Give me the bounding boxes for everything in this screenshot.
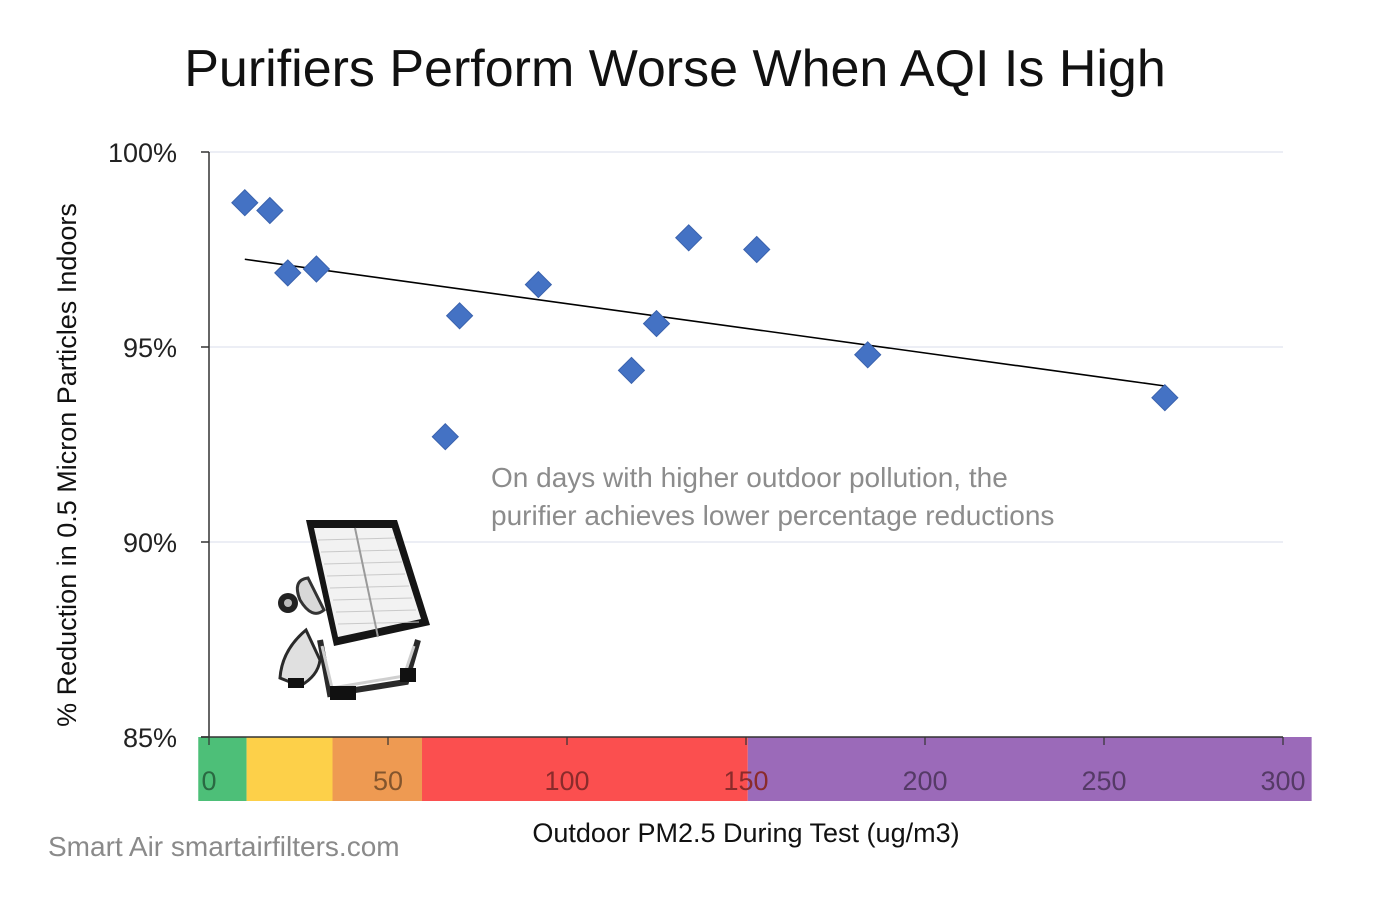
- x-tick-label: 50: [373, 766, 403, 796]
- data-point-marker: [854, 341, 882, 369]
- x-tick-labels: 0 50 100 150 200 250 300: [201, 766, 1305, 796]
- aqi-color-bands: [198, 737, 1312, 801]
- data-point-marker: [524, 270, 553, 299]
- annotation-line-2: purifier achieves lower percentage reduc…: [491, 500, 1054, 531]
- data-point-marker: [302, 255, 331, 283]
- data-point-marker: [617, 356, 646, 385]
- y-axis-title: % Reduction in 0.5 Micron Particles Indo…: [52, 203, 82, 727]
- data-point-marker: [642, 309, 671, 338]
- x-tick-label: 250: [1081, 766, 1126, 796]
- data-point-marker: [1151, 383, 1179, 412]
- data-point-marker: [256, 196, 284, 225]
- axes: [201, 151, 1284, 745]
- x-axis-title: Outdoor PM2.5 During Test (ug/m3): [532, 818, 959, 848]
- aqi-band: [422, 737, 748, 801]
- data-points: [231, 188, 1179, 451]
- data-point-marker: [445, 302, 474, 330]
- data-point-marker: [743, 235, 771, 264]
- x-tick-label: 100: [544, 766, 589, 796]
- y-tick-labels: 100% 95% 90% 85%: [108, 138, 177, 753]
- aqi-band: [332, 737, 423, 801]
- data-point-marker: [274, 259, 302, 287]
- data-point-marker: [675, 224, 703, 252]
- chart-title: Purifiers Perform Worse When AQI Is High: [184, 40, 1166, 98]
- y-tick-label: 95%: [123, 333, 177, 363]
- air-purifier-icon: [278, 520, 430, 700]
- trendline: [244, 258, 1165, 387]
- annotation-line-1: On days with higher outdoor pollution, t…: [491, 462, 1008, 493]
- aqi-band: [747, 737, 1312, 801]
- y-tick-label: 90%: [123, 528, 177, 558]
- y-tick-label: 100%: [108, 138, 177, 168]
- data-point-marker: [431, 422, 459, 451]
- credit-text: Smart Air smartairfilters.com: [48, 831, 400, 862]
- aqi-band: [198, 737, 247, 801]
- x-tick-label: 200: [902, 766, 947, 796]
- x-tick-label: 300: [1260, 766, 1305, 796]
- aqi-band: [246, 737, 333, 801]
- data-point-marker: [231, 188, 259, 217]
- x-tick-label: 0: [201, 766, 216, 796]
- y-tick-label: 85%: [123, 723, 177, 753]
- x-tick-label: 150: [723, 766, 768, 796]
